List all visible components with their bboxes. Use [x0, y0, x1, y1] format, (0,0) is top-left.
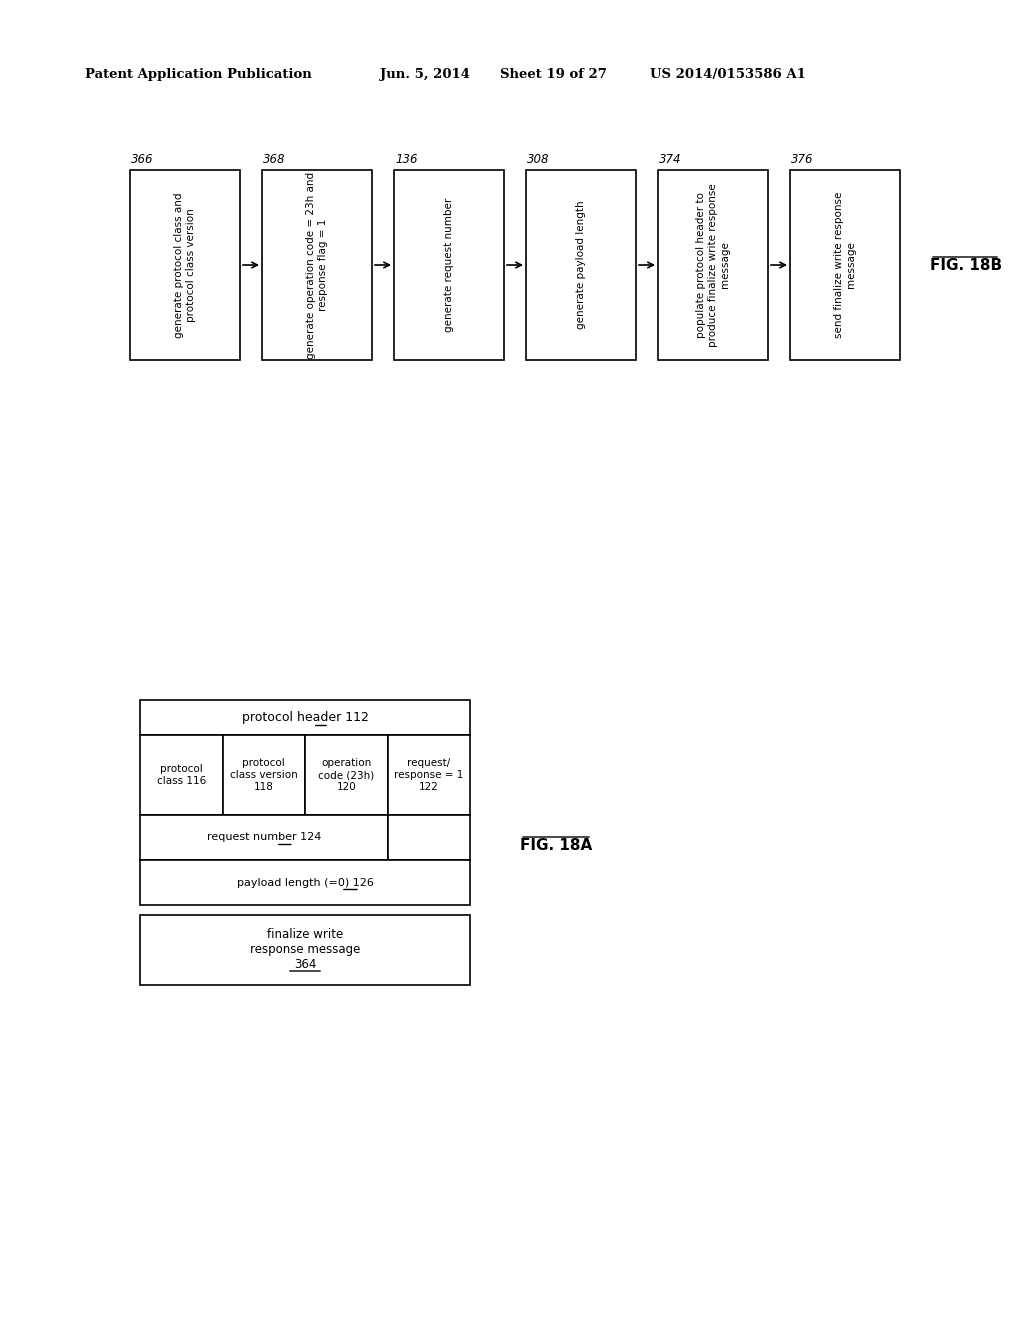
Bar — [658, 170, 768, 360]
Bar — [140, 735, 222, 814]
Text: protocol
class 116: protocol class 116 — [157, 764, 206, 785]
Bar — [262, 170, 372, 360]
Bar — [140, 861, 470, 906]
Bar — [387, 814, 470, 861]
Bar — [140, 915, 470, 985]
Text: 136: 136 — [395, 153, 418, 166]
Text: send finalize write response
message: send finalize write response message — [835, 191, 856, 338]
Bar — [387, 735, 470, 814]
Text: US 2014/0153586 A1: US 2014/0153586 A1 — [650, 69, 806, 81]
Text: generate request number: generate request number — [444, 198, 454, 333]
Bar — [222, 735, 305, 814]
Text: generate operation code = 23h and
response flag = 1: generate operation code = 23h and respon… — [306, 172, 328, 359]
Text: populate protocol header to
produce finalize write response
message: populate protocol header to produce fina… — [696, 183, 729, 347]
Text: Jun. 5, 2014: Jun. 5, 2014 — [380, 69, 470, 81]
Text: 376: 376 — [791, 153, 813, 166]
Bar — [790, 170, 900, 360]
Bar — [130, 170, 240, 360]
Text: generate protocol class and
protocol class version: generate protocol class and protocol cla… — [174, 193, 196, 338]
Bar — [140, 814, 387, 861]
Text: 366: 366 — [131, 153, 154, 166]
Text: payload length (=0) 126: payload length (=0) 126 — [237, 878, 374, 887]
Text: protocol header 112: protocol header 112 — [242, 711, 369, 723]
Bar — [526, 170, 636, 360]
Text: FIG. 18A: FIG. 18A — [520, 837, 592, 853]
Bar — [305, 735, 387, 814]
Text: request/
response = 1
122: request/ response = 1 122 — [394, 759, 464, 792]
Bar — [394, 170, 504, 360]
Text: protocol
class version
118: protocol class version 118 — [229, 759, 298, 792]
Text: 374: 374 — [659, 153, 682, 166]
Text: 368: 368 — [263, 153, 286, 166]
Text: Sheet 19 of 27: Sheet 19 of 27 — [500, 69, 607, 81]
Text: FIG. 18B: FIG. 18B — [930, 257, 1002, 272]
Text: generate payload length: generate payload length — [575, 201, 586, 329]
Text: Patent Application Publication: Patent Application Publication — [85, 69, 311, 81]
Text: 308: 308 — [527, 153, 550, 166]
Text: finalize write
response message
364: finalize write response message 364 — [250, 928, 360, 972]
Bar — [140, 700, 470, 735]
Text: request number 124: request number 124 — [207, 833, 321, 842]
Text: operation
code (23h)
120: operation code (23h) 120 — [318, 759, 375, 792]
